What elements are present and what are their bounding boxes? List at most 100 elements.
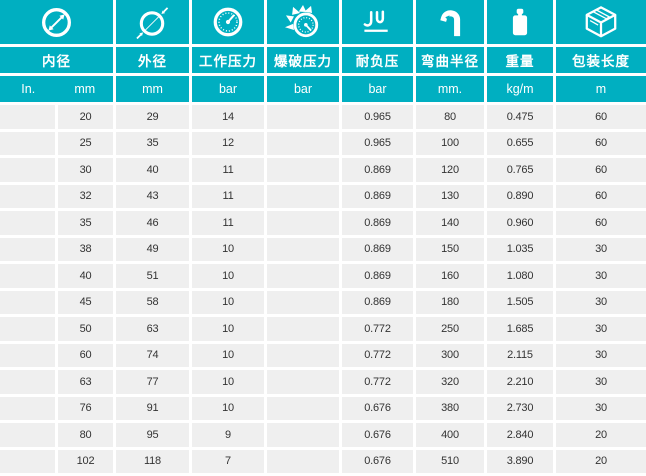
cell-bend-radius-row14: 510	[416, 449, 484, 473]
cell-packing-length-row14: 20	[556, 449, 646, 473]
cell-working-pressure-row4: 11	[192, 184, 264, 208]
cell-inner-diameter-in-row11	[0, 370, 55, 394]
cell-outer-diameter-row5: 46	[116, 211, 189, 235]
cell-burst-pressure-row6	[267, 237, 339, 261]
cell-burst-pressure-row12	[267, 396, 339, 420]
cell-working-pressure-row8: 10	[192, 290, 264, 314]
cell-burst-pressure-row14	[267, 449, 339, 473]
unit-label: bar	[293, 82, 313, 96]
column-header-icon-burst-pressure	[267, 0, 339, 44]
cell-vacuum-resistance-row10: 0.772	[342, 343, 413, 367]
cell-inner-diameter-mm-row13: 80	[58, 423, 113, 447]
cell-inner-diameter-mm-row9: 50	[58, 317, 113, 341]
cell-inner-diameter-mm-row1: 20	[58, 105, 113, 129]
cell-inner-diameter-in-row12	[0, 396, 55, 420]
cell-working-pressure-row5: 11	[192, 211, 264, 235]
cell-outer-diameter-row2: 35	[116, 131, 189, 155]
unit-label: kg/m	[506, 82, 534, 96]
cell-burst-pressure-row13	[267, 423, 339, 447]
column-header-vacuum-resistance: 耐负压	[342, 47, 413, 73]
outer-diameter-icon	[136, 6, 169, 39]
column-label: 外径	[138, 54, 167, 69]
cell-packing-length-row12: 30	[556, 396, 646, 420]
cell-outer-diameter-row3: 40	[116, 158, 189, 182]
cell-weight-row10: 2.115	[487, 343, 553, 367]
column-label: 爆破压力	[274, 54, 332, 69]
cell-inner-diameter-in-row8	[0, 290, 55, 314]
cell-vacuum-resistance-row7: 0.869	[342, 264, 413, 288]
cell-inner-diameter-mm-row11: 63	[58, 370, 113, 394]
cell-packing-length-row8: 30	[556, 290, 646, 314]
unit-label: mm	[142, 82, 163, 96]
cell-vacuum-resistance-row13: 0.676	[342, 423, 413, 447]
cell-inner-diameter-in-row7	[0, 264, 55, 288]
cell-packing-length-row10: 30	[556, 343, 646, 367]
unit-label: mm.	[437, 82, 463, 96]
cell-outer-diameter-row11: 77	[116, 370, 189, 394]
cell-burst-pressure-row11	[267, 370, 339, 394]
cell-outer-diameter-row12: 91	[116, 396, 189, 420]
column-header-working-pressure: 工作压力	[192, 47, 264, 73]
cell-working-pressure-row1: 14	[192, 105, 264, 129]
cell-outer-diameter-row10: 74	[116, 343, 189, 367]
cell-bend-radius-row4: 130	[416, 184, 484, 208]
cell-bend-radius-row3: 120	[416, 158, 484, 182]
cell-weight-row5: 0.960	[487, 211, 553, 235]
column-header-outer-diameter: 外径	[116, 47, 189, 73]
cell-inner-diameter-mm-row12: 76	[58, 396, 113, 420]
cell-burst-pressure-row9	[267, 317, 339, 341]
unit-cell-vacuum-resistance: bar	[342, 76, 413, 102]
cell-burst-pressure-row3	[267, 158, 339, 182]
column-header-icon-inner-diameter	[0, 0, 113, 44]
cell-weight-row4: 0.890	[487, 184, 553, 208]
cell-vacuum-resistance-row4: 0.869	[342, 184, 413, 208]
cell-packing-length-row2: 60	[556, 131, 646, 155]
column-header-burst-pressure: 爆破压力	[267, 47, 339, 73]
cell-burst-pressure-row1	[267, 105, 339, 129]
cell-weight-row13: 2.840	[487, 423, 553, 447]
cell-bend-radius-row5: 140	[416, 211, 484, 235]
cell-packing-length-row3: 60	[556, 158, 646, 182]
cell-inner-diameter-in-row6	[0, 237, 55, 261]
cell-vacuum-resistance-row14: 0.676	[342, 449, 413, 473]
cell-outer-diameter-row4: 43	[116, 184, 189, 208]
cell-bend-radius-row7: 160	[416, 264, 484, 288]
cell-packing-length-row11: 30	[556, 370, 646, 394]
cell-weight-row11: 2.210	[487, 370, 553, 394]
cell-inner-diameter-in-row3	[0, 158, 55, 182]
cell-inner-diameter-in-row4	[0, 184, 55, 208]
cell-inner-diameter-mm-row10: 60	[58, 343, 113, 367]
column-header-icon-packing-length	[556, 0, 646, 44]
cell-weight-row2: 0.655	[487, 131, 553, 155]
unit-cell-outer-diameter: mm	[116, 76, 189, 102]
cell-inner-diameter-mm-row6: 38	[58, 237, 113, 261]
cell-inner-diameter-in-row13	[0, 423, 55, 447]
cell-working-pressure-row10: 10	[192, 343, 264, 367]
cell-working-pressure-row13: 9	[192, 423, 264, 447]
cell-outer-diameter-row9: 63	[116, 317, 189, 341]
cell-bend-radius-row13: 400	[416, 423, 484, 447]
cell-working-pressure-row3: 11	[192, 158, 264, 182]
unit-cell-packing-length: m	[556, 76, 646, 102]
cell-weight-row1: 0.475	[487, 105, 553, 129]
unit-cell-burst-pressure: bar	[267, 76, 339, 102]
cell-working-pressure-row11: 10	[192, 370, 264, 394]
cell-inner-diameter-in-row10	[0, 343, 55, 367]
unit-label: m	[595, 82, 607, 96]
cell-vacuum-resistance-row8: 0.869	[342, 290, 413, 314]
cell-inner-diameter-mm-row4: 32	[58, 184, 113, 208]
cell-bend-radius-row8: 180	[416, 290, 484, 314]
cell-vacuum-resistance-row9: 0.772	[342, 317, 413, 341]
cell-working-pressure-row9: 10	[192, 317, 264, 341]
column-header-weight: 重量	[487, 47, 553, 73]
cell-weight-row6: 1.035	[487, 237, 553, 261]
column-header-bend-radius: 弯曲半径	[416, 47, 484, 73]
cell-inner-diameter-mm-row2: 25	[58, 131, 113, 155]
column-label: 包装长度	[572, 54, 630, 69]
cell-outer-diameter-row14: 118	[116, 449, 189, 473]
column-label: 弯曲半径	[421, 54, 479, 69]
column-header-icon-vacuum-resistance	[342, 0, 413, 44]
cell-working-pressure-row6: 10	[192, 237, 264, 261]
cell-packing-length-row6: 30	[556, 237, 646, 261]
